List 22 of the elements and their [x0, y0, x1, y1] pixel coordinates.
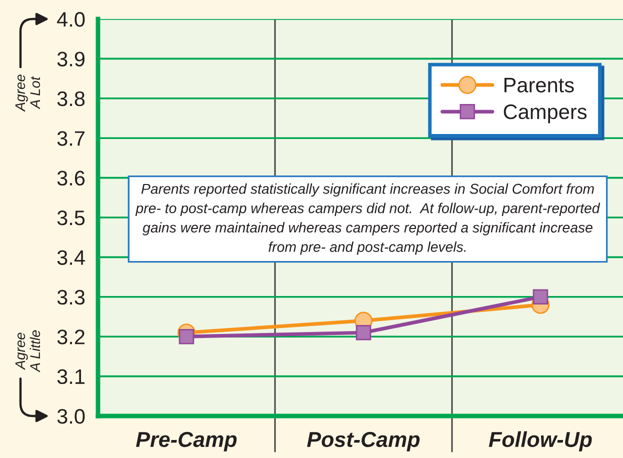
y-tick-label: 3.1 [57, 369, 84, 384]
x-tick-label: Follow-Up [488, 431, 592, 452]
y-tick-label: 3.6 [57, 170, 85, 186]
text: Agree A Little [15, 330, 40, 372]
y-tick-label: 3.7 [57, 131, 84, 146]
y-tick-label: 3.0 [57, 409, 85, 424]
y-tick-label: 3.9 [57, 52, 85, 66]
point [532, 289, 548, 305]
text: Agree A Lot [15, 74, 40, 112]
y-tick-label: 3.2 [57, 330, 84, 344]
y-tick-label: 4.0 [57, 12, 85, 27]
y-tick-label: 3.8 [57, 91, 85, 106]
y-tick-label: 3.3 [57, 290, 85, 305]
y-tick-label: 3.4 [57, 250, 85, 265]
point [356, 324, 372, 340]
legend-label: Campers [504, 104, 587, 124]
annotation: Parents reported statistically significant increases in Social Comfort from pre- to post-camp whereas campers did not. At follow-up, parent-reported gains were maintained whereas campers reported a significant increase from pre- and post-camp levels. [135, 183, 600, 255]
legend-label: Parents [504, 78, 574, 92]
point [178, 328, 194, 344]
x-tick-label: Post-Camp [307, 432, 420, 452]
y-tick-label: 3.5 [57, 210, 85, 226]
x-tick-label: Pre-Camp [136, 432, 237, 452]
